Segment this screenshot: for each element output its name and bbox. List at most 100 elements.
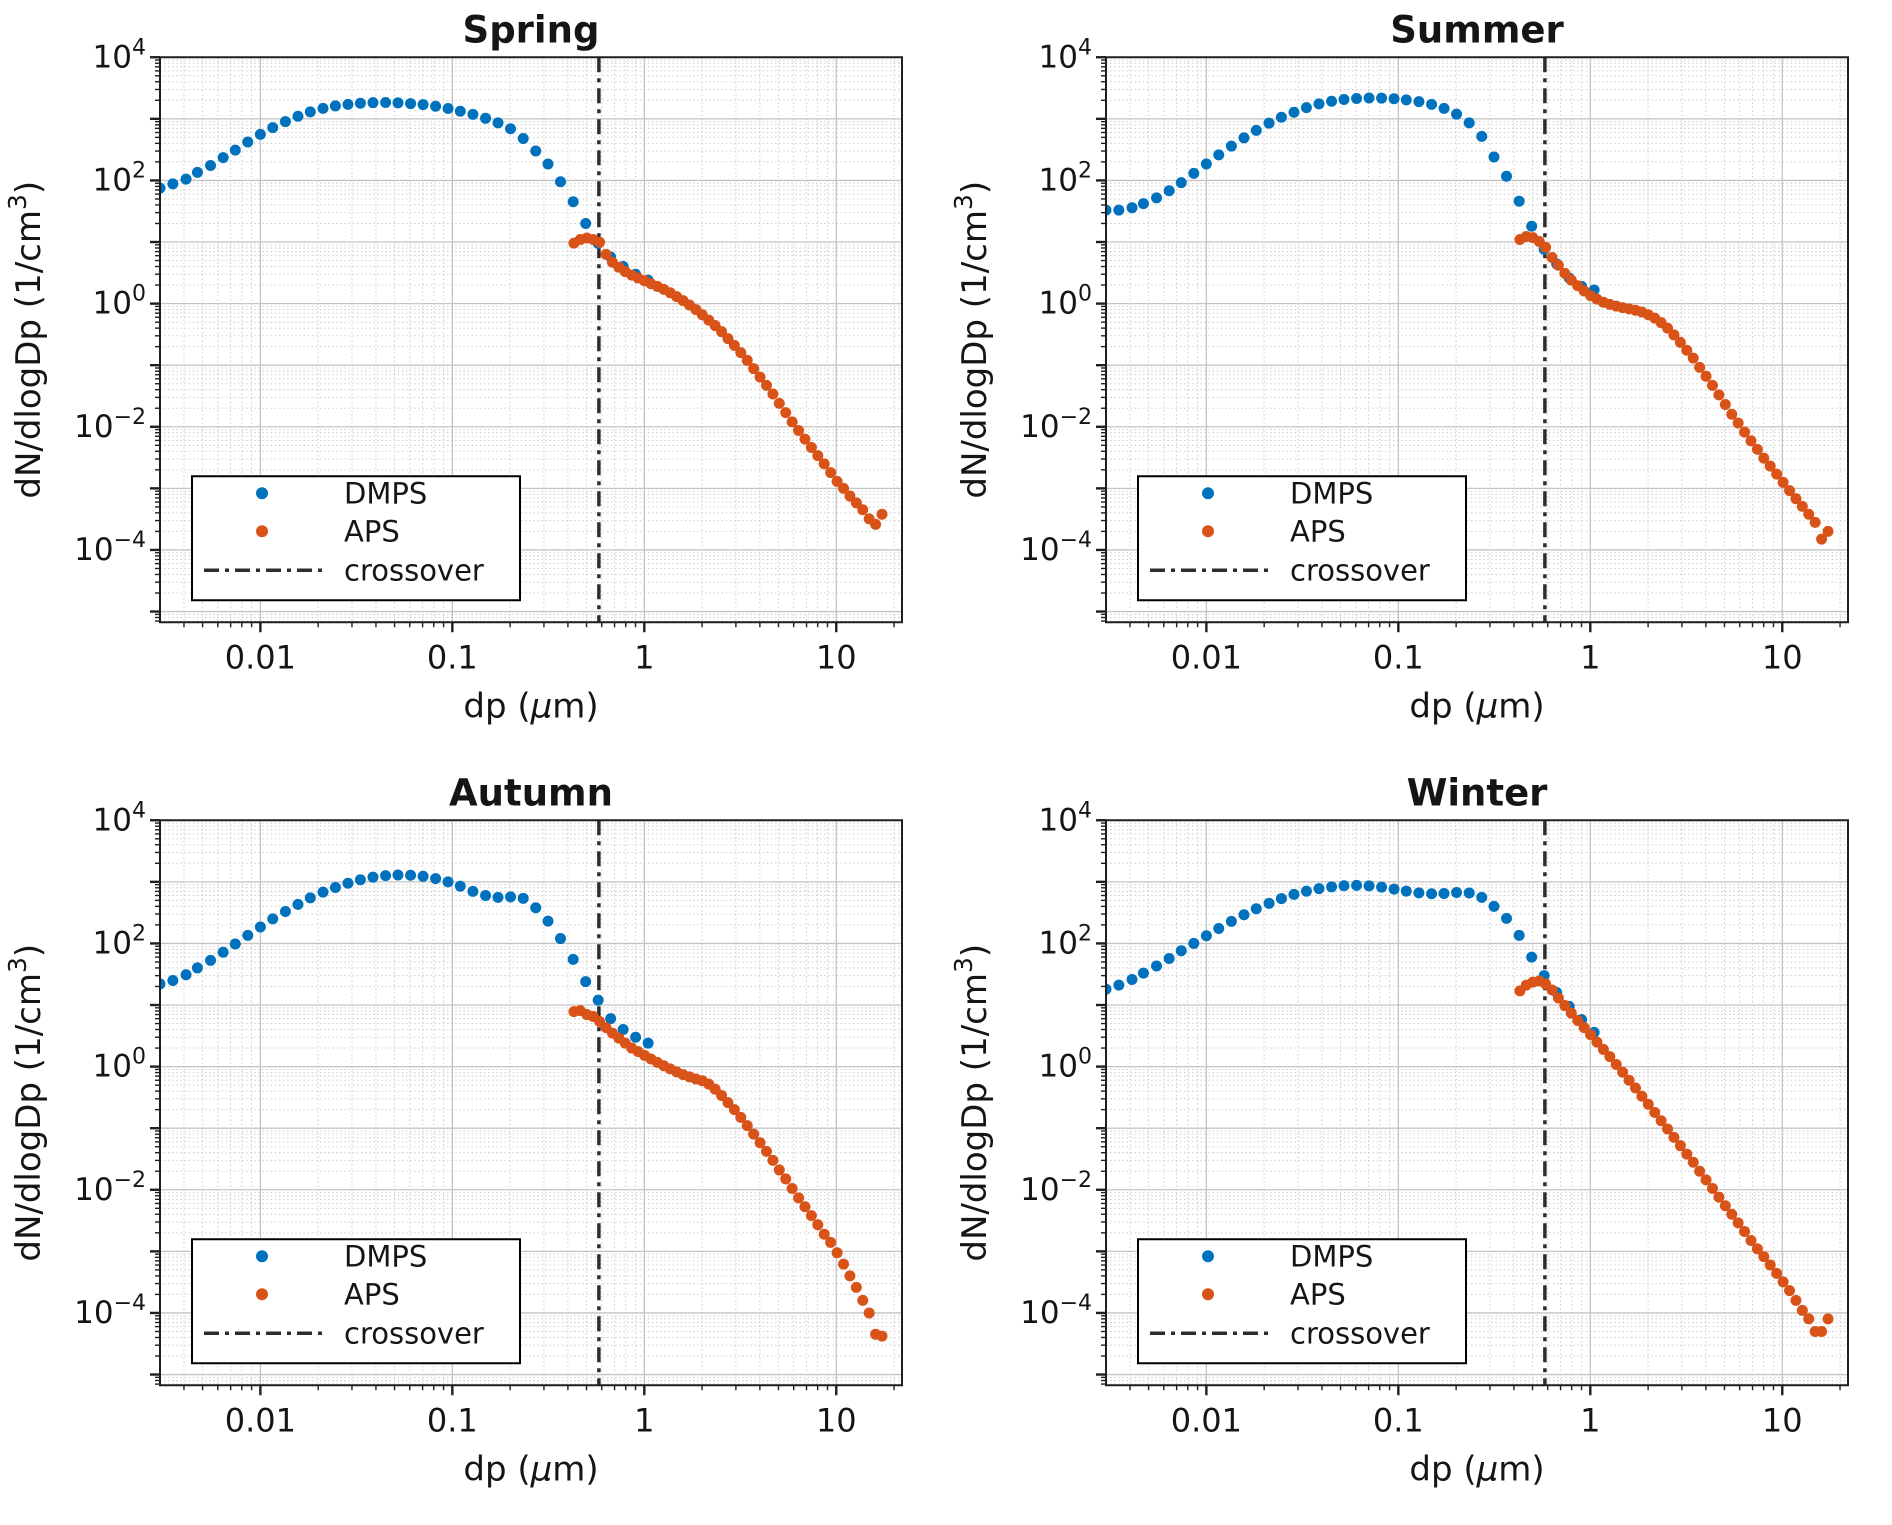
data-point: [1597, 1043, 1609, 1055]
data-point: [1585, 1028, 1597, 1040]
data-point: [254, 920, 266, 932]
data-point: [1376, 92, 1388, 104]
data-point: [716, 326, 728, 338]
data-point: [1751, 443, 1763, 455]
data-point: [1649, 1106, 1661, 1118]
data-point: [1719, 398, 1731, 410]
data-point: [1313, 882, 1325, 894]
data-point: [1546, 252, 1558, 264]
data-point: [1501, 170, 1513, 182]
data-point: [600, 248, 612, 260]
data-point: [1816, 1325, 1828, 1337]
data-point: [1175, 944, 1187, 956]
data-point: [505, 890, 517, 902]
data-point: [1463, 886, 1475, 898]
data-point: [1623, 1074, 1635, 1086]
data-point: [1126, 202, 1138, 214]
legend-box: [1137, 1237, 1467, 1364]
dmps-points: [160, 869, 654, 1049]
data-point: [304, 106, 316, 118]
data-point: [767, 388, 779, 400]
data-point: [786, 1182, 798, 1194]
axes-box: [1105, 56, 1849, 624]
data-point: [1413, 96, 1425, 108]
y-tick-label: 100: [1039, 1044, 1092, 1084]
data-point: [1540, 241, 1552, 253]
plot-background: [0, 0, 946, 763]
y-tick-label: 10−2: [74, 1167, 146, 1207]
data-point: [1163, 952, 1175, 964]
data-point: [442, 103, 454, 115]
data-point: [1758, 1250, 1770, 1262]
data-point: [760, 379, 772, 391]
data-point: [1363, 92, 1375, 104]
legend-label-crossover: crossover: [344, 553, 484, 587]
y-tick-label: 10−2: [74, 405, 146, 445]
x-tick-label: 1: [1580, 1401, 1600, 1439]
data-point: [254, 128, 266, 140]
data-point: [818, 458, 830, 470]
data-point: [1732, 1216, 1744, 1228]
data-point: [1413, 886, 1425, 898]
minor-ticks: [1101, 821, 1841, 1390]
data-point: [1713, 389, 1725, 401]
data-point: [735, 1111, 747, 1123]
data-point: [1438, 887, 1450, 899]
data-point: [844, 490, 856, 502]
data-point: [773, 1163, 785, 1175]
legend-label-aps: APS: [1290, 514, 1346, 548]
data-point: [1706, 1182, 1718, 1194]
data-point: [1591, 1036, 1603, 1048]
legend-marker-dmps: [256, 487, 268, 500]
legend-label-aps: APS: [1290, 1277, 1346, 1311]
data-point: [380, 97, 392, 109]
data-point: [1388, 93, 1400, 105]
data-point: [555, 932, 567, 944]
data-point: [786, 416, 798, 428]
data-point: [542, 915, 554, 927]
data-point: [580, 217, 592, 229]
data-point: [850, 1281, 862, 1293]
data-point: [1777, 476, 1789, 488]
data-point: [1771, 1267, 1783, 1279]
x-tick-label: 1: [1580, 638, 1600, 676]
data-point: [217, 152, 229, 164]
data-point: [857, 504, 869, 516]
data-point: [1438, 102, 1450, 114]
data-point: [467, 885, 479, 897]
data-point: [1822, 525, 1834, 537]
data-point: [1739, 1225, 1751, 1237]
data-point: [160, 182, 166, 194]
data-point: [1803, 1312, 1815, 1324]
x-tick-label: 0.01: [225, 638, 296, 676]
data-point: [1263, 117, 1275, 129]
minor-ticks: [1101, 59, 1841, 628]
y-tick-label: 102: [1039, 921, 1092, 961]
subplot-summer: 0.01 0.1 1 10 104 102 100 10−2 10−4 Summer dp (μm)…: [946, 0, 1892, 763]
data-point: [267, 122, 279, 134]
data-point: [805, 1209, 817, 1221]
y-axis-label: dN/dlogDp (1/cm3): [949, 181, 995, 499]
data-point: [480, 889, 492, 901]
data-point: [716, 1089, 728, 1101]
data-point: [267, 912, 279, 924]
x-tick-label: 1: [634, 638, 654, 676]
data-point: [1426, 98, 1438, 110]
data-point: [530, 901, 542, 913]
legend: DMPS APS crossover: [191, 475, 521, 602]
data-point: [1526, 951, 1538, 963]
data-point: [1288, 888, 1300, 900]
data-point: [754, 1136, 766, 1148]
data-point: [793, 425, 805, 437]
data-point: [229, 144, 241, 156]
axes-box: [159, 818, 903, 1386]
aps-points: [1514, 975, 1834, 1337]
y-tick-label: 102: [93, 158, 146, 198]
data-point: [1451, 108, 1463, 120]
major-ticks: [150, 56, 838, 633]
data-point: [304, 891, 316, 903]
data-point: [329, 881, 341, 893]
data-point: [530, 145, 542, 157]
data-point: [1706, 379, 1718, 391]
data-point: [1572, 1014, 1584, 1026]
